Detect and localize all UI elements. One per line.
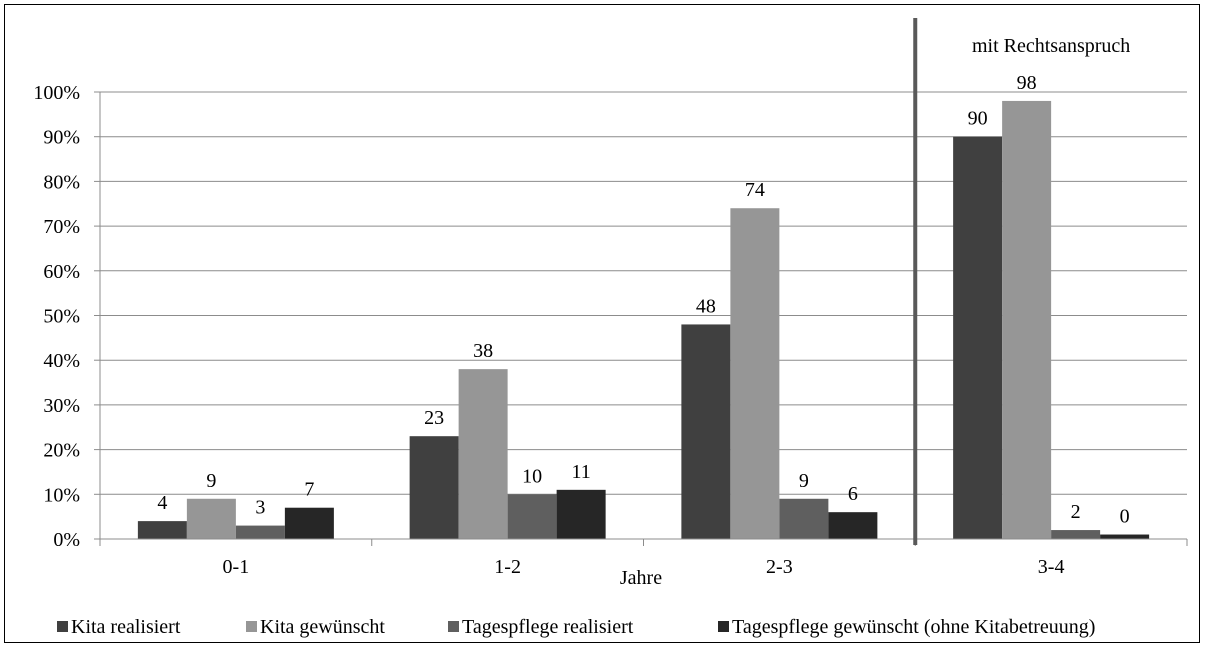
y-tick-label: 10%	[43, 484, 80, 506]
bar-2-3-3	[779, 498, 829, 539]
bar-1-2-4	[556, 489, 606, 539]
bar-3-4-4	[1100, 534, 1150, 539]
y-axis-ticks: 0% 10% 20% 30% 40% 50% 60% 70% 80% 90% 100%	[33, 82, 100, 551]
data-label: 11	[571, 461, 590, 483]
y-tick-label: 40%	[43, 350, 80, 372]
y-tick-label: 100%	[33, 82, 80, 104]
legend-label: Tagespflege realisiert	[462, 616, 634, 638]
data-label: 9	[799, 470, 809, 492]
data-label: 90	[968, 108, 988, 130]
y-tick-label: 30%	[43, 395, 80, 417]
y-tick-label: 50%	[43, 306, 80, 328]
bar-2-3-4	[828, 512, 878, 539]
data-label: 74	[745, 179, 765, 201]
x-axis-title: Jahre	[620, 567, 662, 589]
data-label: 4	[157, 492, 167, 514]
y-tick-label: 80%	[43, 171, 80, 193]
legend-swatch	[57, 621, 68, 632]
bar-0-1-3	[235, 525, 285, 539]
x-tick-label: 0-1	[223, 556, 250, 578]
x-tick-label: 1-2	[494, 556, 521, 578]
data-label: 7	[304, 479, 314, 501]
bar-3-4-2	[1002, 100, 1052, 539]
bar-1-2-2	[458, 369, 508, 539]
x-tick-label: 2-3	[766, 556, 793, 578]
bar-3-4-3	[1051, 530, 1101, 539]
data-label: 3	[255, 497, 265, 519]
data-label: 6	[848, 483, 858, 505]
bar-0-1-2	[186, 498, 236, 539]
data-label: 2	[1071, 501, 1081, 523]
legend-label: Kita gewünscht	[260, 616, 385, 638]
bar-1-2-3	[507, 494, 557, 539]
legal-claim-annotation: mit Rechtsanspruch	[972, 35, 1130, 57]
y-tick-label: 0%	[53, 529, 80, 551]
y-tick-label: 60%	[43, 261, 80, 283]
legend-swatch	[718, 621, 729, 632]
legend-swatch	[448, 621, 459, 632]
bar-0-1-4	[284, 507, 334, 539]
data-label: 10	[522, 465, 542, 487]
x-axis-ticks: 0-1 1-2 2-3 3-4	[99, 539, 1188, 578]
data-labels: 4 9 3 7 23 38 10 11 48 74 9 6 90 98 2 0	[157, 72, 1129, 528]
bars	[137, 100, 1150, 539]
y-tick-label: 90%	[43, 127, 80, 149]
data-label: 23	[424, 407, 444, 429]
y-tick-label: 20%	[43, 440, 80, 462]
legend-swatch	[246, 621, 257, 632]
legend-label: Tagespflege gewünscht (ohne Kitabetreuun…	[732, 616, 1095, 638]
bar-2-3-2	[730, 208, 780, 539]
bar-2-3-1	[681, 324, 731, 539]
data-label: 38	[473, 340, 493, 362]
bar-3-4-1	[953, 136, 1003, 539]
data-label: 98	[1017, 72, 1037, 94]
legend-label: Kita realisiert	[71, 616, 181, 638]
legend: Kita realisiert Kita gewünscht Tagespflege…	[57, 616, 1095, 638]
y-tick-label: 70%	[43, 216, 80, 238]
data-label: 0	[1120, 506, 1130, 528]
x-tick-label: 3-4	[1038, 556, 1065, 578]
data-label: 9	[206, 470, 216, 492]
data-label: 48	[696, 295, 716, 317]
bar-1-2-1	[409, 436, 459, 539]
bar-0-1-1	[137, 521, 187, 539]
